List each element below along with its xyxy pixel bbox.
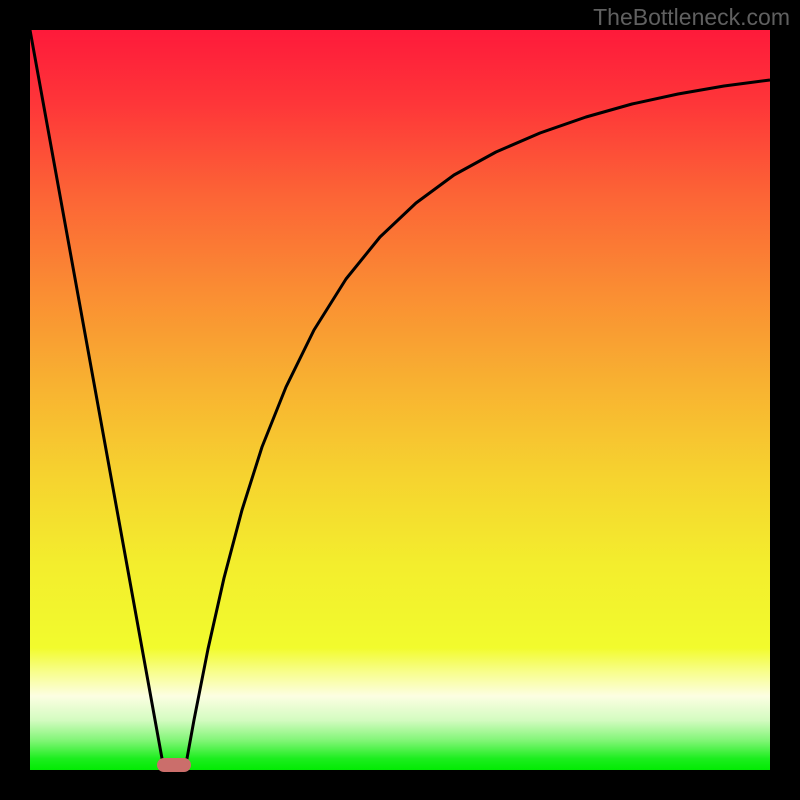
frame-right [770, 0, 800, 800]
bottleneck-chart-svg [0, 0, 800, 800]
chart-stage: TheBottleneck.com [0, 0, 800, 800]
watermark-text: TheBottleneck.com [593, 4, 790, 31]
vertex-marker [157, 758, 191, 772]
gradient-background [30, 30, 770, 770]
frame-left [0, 0, 30, 800]
frame-bottom [0, 770, 800, 800]
